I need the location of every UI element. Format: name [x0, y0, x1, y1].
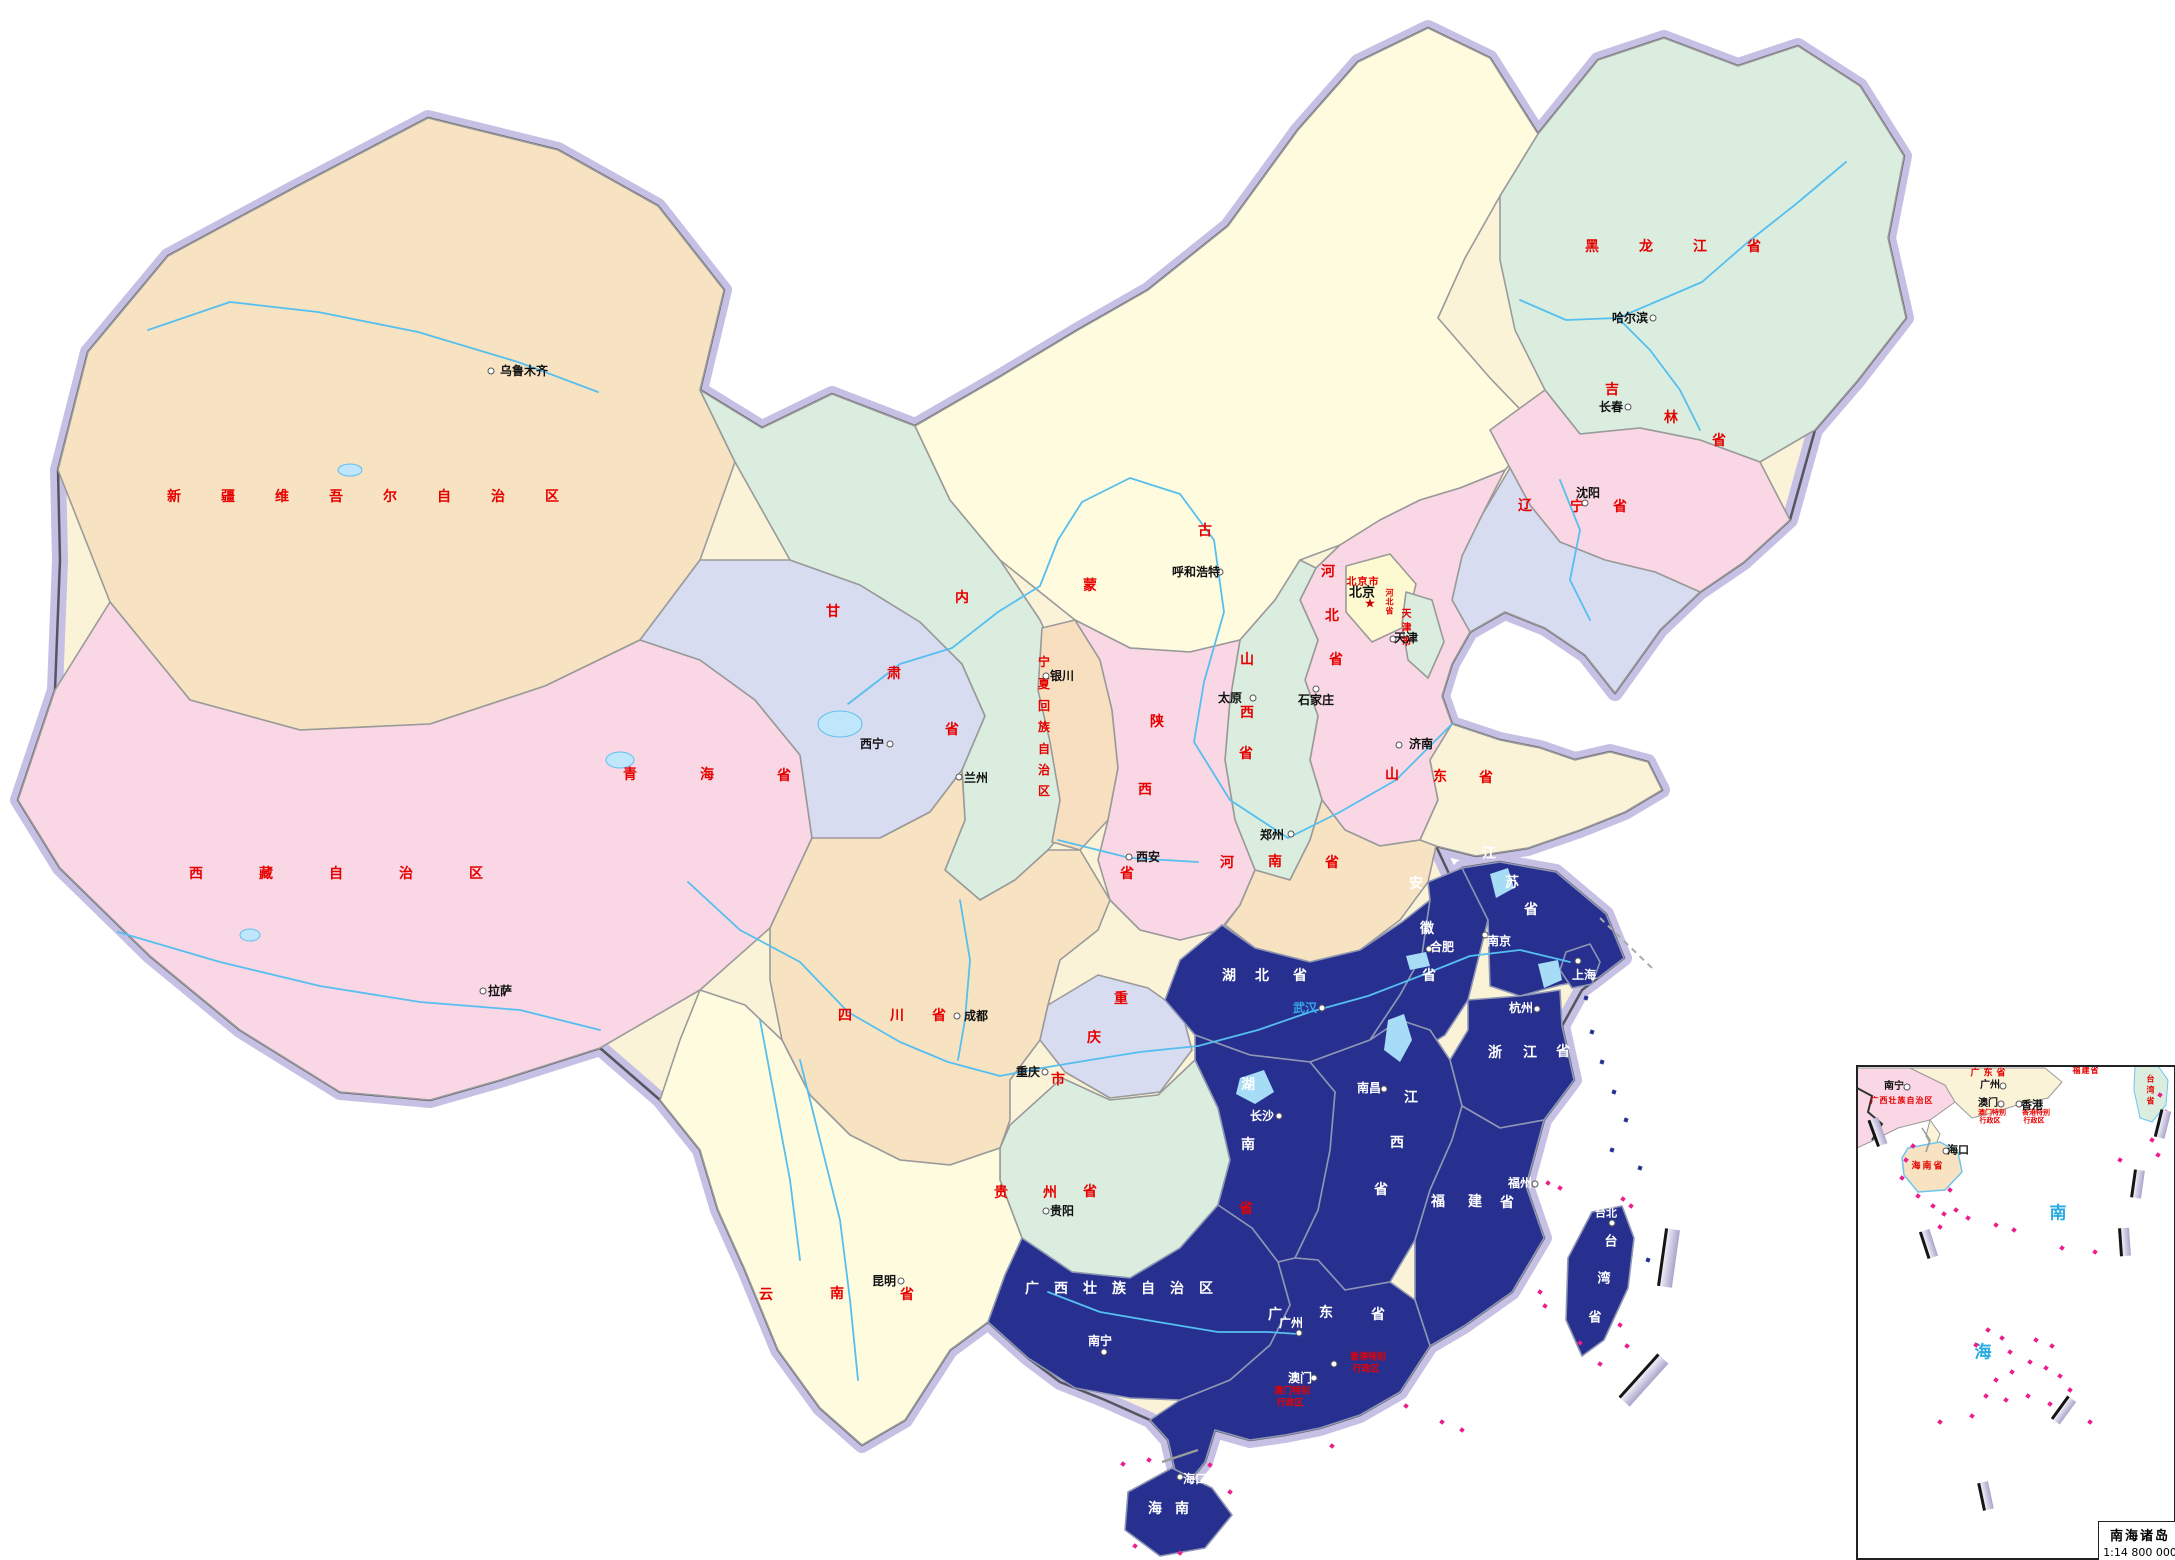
inset-caption-scale: 1:14 800 000: [2103, 1546, 2175, 1559]
province-henan[interactable]: [1224, 799, 1437, 963]
province-xinjiang[interactable]: [57, 117, 736, 731]
province-tianjin[interactable]: [1401, 591, 1445, 679]
south-china-sea-inset: [1856, 1065, 2175, 1560]
province-taiwan[interactable]: [1565, 1205, 1635, 1357]
province-xizang[interactable]: [17, 601, 813, 1101]
lakes: [239, 463, 1562, 1104]
province-hainan[interactable]: [1124, 1467, 1233, 1557]
inset-minimap: [1856, 1065, 2169, 1193]
inset-caption: 南海诸岛 1:14 800 000: [2098, 1521, 2175, 1560]
province-shaanxi[interactable]: [1074, 619, 1256, 941]
qiongzhou-strait-line: [1161, 1448, 1199, 1464]
province-guangxi[interactable]: [987, 1204, 1291, 1401]
province-chongqing[interactable]: [1039, 974, 1193, 1099]
inset-caption-title: 南海诸岛: [2109, 1529, 2170, 1544]
province-heilongjiang[interactable]: [1499, 37, 1907, 463]
province-fujian[interactable]: [1414, 1105, 1545, 1347]
coast-dash-line: [1599, 917, 1653, 969]
rivers: [117, 161, 1847, 1381]
